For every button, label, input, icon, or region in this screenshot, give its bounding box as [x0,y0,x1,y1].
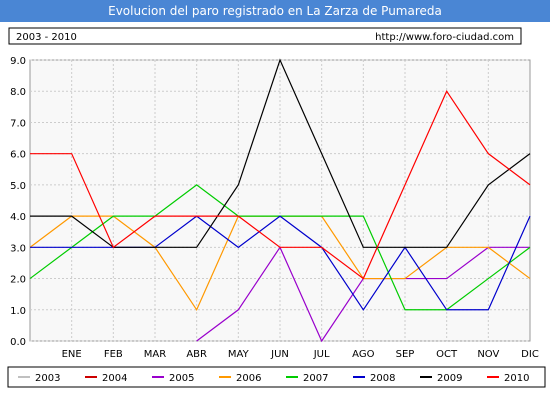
y-tick-label: 4.0 [10,212,26,223]
legend-label: 2007 [303,373,328,384]
y-tick-label: 6.0 [10,150,26,161]
x-tick-label: MAR [144,349,166,360]
x-tick-label: OCT [436,349,458,360]
legend-box [7,366,546,388]
y-tick-label: 9.0 [10,56,26,67]
x-tick-label: NOV [477,349,499,360]
x-tick-label: ENE [62,349,82,360]
x-tick-label: JUL [313,349,330,360]
y-tick-label: 0.0 [10,337,26,348]
x-tick-label: MAY [228,349,250,360]
source: http://www.foro-ciudad.com [375,32,514,43]
chart-title: Evolucion del paro registrado en La Zarz… [108,4,442,18]
x-tick-label: ABR [186,349,207,360]
legend-label: 2003 [35,373,60,384]
y-tick-label: 5.0 [10,181,26,192]
legend-label: 2008 [370,373,395,384]
x-tick-label: SEP [396,349,415,360]
y-tick-label: 2.0 [10,275,26,286]
legend-label: 2004 [102,373,127,384]
legend-label: 2009 [437,373,462,384]
x-tick-label: FEB [104,349,123,360]
legend-label: 2005 [169,373,194,384]
series-line [30,89,531,280]
subtitle: 2003 - 2010 [16,32,77,43]
x-tick-label: AGO [352,349,374,360]
x-tick-label: DIC [521,349,539,360]
subtitle-box [8,27,522,45]
y-tick-label: 7.0 [10,118,26,129]
y-tick-label: 1.0 [10,306,26,317]
legend-label: 2010 [504,373,529,384]
x-tick-label: JUN [270,349,289,360]
legend-label: 2006 [236,373,261,384]
y-tick-label: 3.0 [10,243,26,254]
title-bar [0,0,550,22]
y-tick-label: 8.0 [10,87,26,98]
